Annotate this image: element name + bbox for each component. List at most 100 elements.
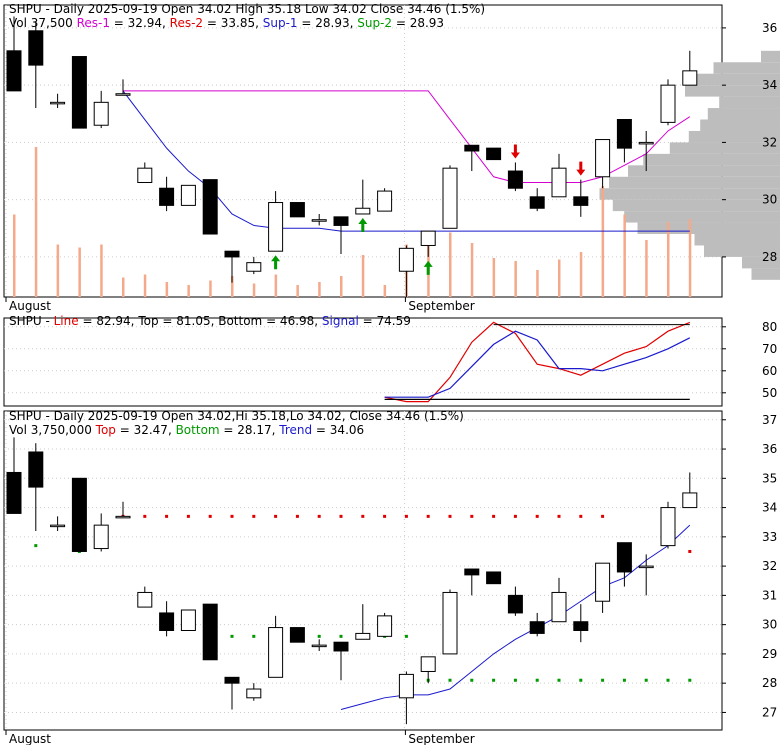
trend-candle-body bbox=[573, 621, 589, 631]
price-candle bbox=[355, 179, 371, 215]
volume-bar bbox=[122, 277, 125, 297]
trend-candle-body bbox=[6, 471, 22, 514]
trend-bottom-dot bbox=[34, 544, 38, 548]
trend-x-tick-label: August bbox=[9, 732, 51, 745]
stochastic-y-tick-label: 80 bbox=[762, 320, 777, 334]
trend-candle-body bbox=[660, 507, 676, 547]
volume-profile-bar bbox=[704, 245, 780, 257]
trend-candle bbox=[551, 577, 567, 623]
trend-bottom-dot bbox=[557, 678, 561, 682]
trend-candle-body bbox=[311, 644, 327, 648]
trend-bottom-dot bbox=[252, 634, 256, 638]
trend-candle-body bbox=[224, 676, 240, 684]
trend-top-dot bbox=[535, 514, 539, 518]
trend-y-tick-label: 34 bbox=[762, 501, 777, 515]
trend-bottom-dot bbox=[579, 678, 583, 682]
price-candle bbox=[311, 213, 327, 226]
trend-header-1-part-0: SHPU - Daily 2025-09-19 Open 34.02,Hi 35… bbox=[9, 409, 464, 423]
stochastic-header-part-8: = 74.59 bbox=[359, 314, 411, 328]
price-x-axis: August September bbox=[5, 297, 475, 313]
price-grid bbox=[4, 5, 722, 297]
volume-bar bbox=[492, 258, 496, 297]
trend-bottom-dot bbox=[535, 678, 539, 682]
volume-profile-bar bbox=[761, 50, 780, 63]
volume-bar bbox=[449, 232, 452, 297]
trend-header-2-part-6: = 34.06 bbox=[312, 423, 364, 437]
trend-candle bbox=[660, 501, 676, 549]
price-candle bbox=[137, 162, 153, 183]
resistance-1-line bbox=[123, 90, 691, 183]
trend-candle-body bbox=[616, 542, 632, 573]
trend-candle-body bbox=[28, 451, 44, 488]
price-y-tick-label: 34 bbox=[762, 78, 777, 92]
stochastic-header-part-3: Top bbox=[137, 314, 158, 328]
price-candle bbox=[464, 144, 480, 172]
stochastic-lines bbox=[384, 321, 691, 403]
price-candle bbox=[377, 188, 393, 212]
volume-profile-bar bbox=[643, 153, 780, 166]
trend-candle-body bbox=[246, 688, 262, 699]
trend-top-dot bbox=[143, 514, 147, 518]
volume-bar bbox=[318, 282, 321, 297]
trend-top-dot bbox=[426, 514, 430, 518]
trend-bottom-dot bbox=[448, 678, 452, 682]
trend-top-dot bbox=[383, 514, 387, 518]
price-candle-body bbox=[71, 56, 87, 129]
price-candle-body bbox=[28, 30, 44, 66]
price-candle-body bbox=[246, 262, 262, 272]
price-panel: 28 30 32 34 36 August September SHPU - Daily … bbox=[3, 2, 780, 313]
price-candle-body bbox=[638, 141, 654, 145]
volume-profile-bar bbox=[694, 234, 780, 246]
price-header-line-2: Vol 37,500 Res-1 = 32.94, Res-2 = 33.85,… bbox=[9, 16, 444, 30]
volume-bar bbox=[296, 285, 299, 297]
price-candle-body bbox=[486, 147, 502, 161]
volume-bar bbox=[13, 214, 16, 297]
volume-profile-bar bbox=[685, 85, 780, 97]
trend-candle bbox=[159, 601, 175, 637]
trend-bottom-dot bbox=[666, 678, 670, 682]
trend-candle bbox=[268, 615, 284, 678]
price-candle bbox=[660, 79, 676, 126]
price-candle bbox=[398, 245, 414, 297]
stochastic-header-part-2: = 82.94, bbox=[79, 314, 139, 328]
price-candle bbox=[202, 179, 218, 235]
trend-candle-body bbox=[442, 591, 458, 655]
price-candle-body bbox=[115, 93, 131, 96]
trend-candle bbox=[616, 542, 632, 587]
price-candle bbox=[50, 93, 66, 109]
price-candle bbox=[6, 16, 22, 92]
price-y-tick-label: 30 bbox=[762, 193, 777, 207]
trend-bottom-dot bbox=[688, 678, 692, 682]
trend-candle-body bbox=[137, 591, 153, 608]
trend-candle-body bbox=[180, 609, 196, 631]
stochastic-y-tick-label: 60 bbox=[762, 364, 777, 378]
trend-candle-body bbox=[551, 591, 567, 623]
price-candle bbox=[93, 90, 109, 129]
price-candle-body bbox=[180, 184, 196, 206]
sell-arrow-icon bbox=[510, 144, 520, 159]
price-candle bbox=[268, 191, 284, 252]
volume-bar bbox=[231, 276, 234, 297]
trend-y-axis: 27 28 29 30 31 32 33 34 35 36 37 bbox=[722, 413, 777, 719]
price-candle bbox=[333, 216, 349, 255]
trend-candle bbox=[333, 641, 349, 681]
trend-top-dot bbox=[208, 514, 212, 518]
price-candle bbox=[180, 184, 196, 206]
price-header-2-part-1: Res-1 bbox=[77, 16, 110, 30]
price-candle-body bbox=[268, 202, 284, 252]
buy-arrow-icon bbox=[358, 217, 368, 232]
trend-top-dot bbox=[601, 514, 605, 518]
trend-candle bbox=[595, 562, 611, 613]
trend-candle bbox=[355, 604, 371, 640]
volume-bar bbox=[340, 276, 343, 297]
volume-profile-bar bbox=[694, 73, 780, 86]
trend-candle-body bbox=[486, 571, 502, 585]
volume-bar bbox=[187, 285, 190, 297]
price-candle-body bbox=[573, 196, 589, 206]
trend-y-tick-label: 31 bbox=[762, 588, 777, 602]
trend-candle-body bbox=[268, 627, 284, 678]
volume-bar bbox=[56, 244, 60, 297]
trend-y-tick-label: 30 bbox=[762, 618, 777, 632]
trend-bottom-dot bbox=[230, 634, 234, 638]
